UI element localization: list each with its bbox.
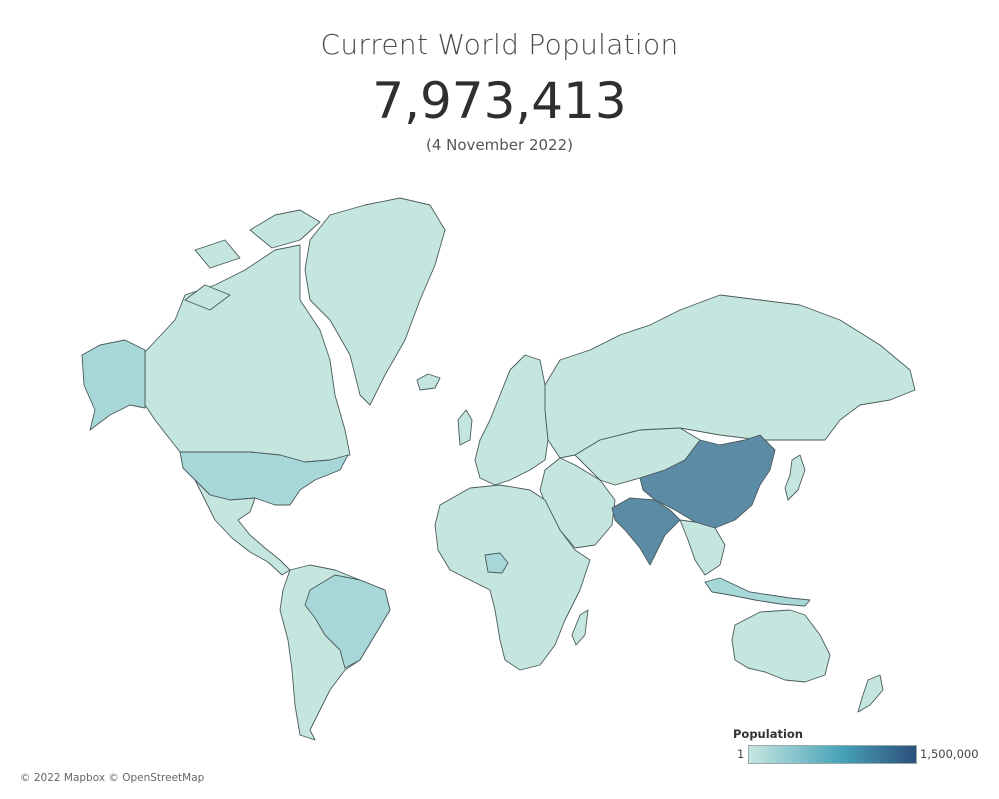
region-united-kingdom[interactable] — [457, 409, 473, 446]
world-map[interactable] — [0, 170, 999, 770]
region-indonesia[interactable] — [704, 577, 811, 607]
region-russia[interactable] — [544, 294, 916, 459]
region-australia[interactable] — [731, 609, 831, 683]
region-alaska[interactable] — [81, 339, 146, 431]
legend-min-label: 1 — [737, 747, 745, 761]
population-count: 7,973,413 — [372, 72, 627, 130]
region-iceland[interactable] — [416, 373, 441, 391]
region-japan[interactable] — [784, 454, 806, 501]
region-europe[interactable] — [474, 354, 549, 486]
region-mexico[interactable] — [194, 479, 291, 576]
region-china[interactable] — [639, 434, 776, 529]
region-brazil[interactable] — [304, 574, 391, 669]
region-greenland[interactable] — [304, 197, 446, 406]
map-title: Current World Population — [320, 28, 679, 61]
region-nigeria[interactable] — [484, 552, 509, 574]
region-india[interactable] — [611, 497, 681, 566]
region-africa[interactable] — [434, 484, 591, 671]
region-canada[interactable] — [184, 209, 321, 311]
legend-max-label: 1,500,000 — [920, 747, 979, 761]
region-madagascar[interactable] — [571, 609, 589, 646]
map-attribution: © 2022 Mapbox © OpenStreetMap — [20, 772, 205, 784]
legend-title: Population — [733, 727, 803, 741]
region-southeast-asia[interactable] — [679, 519, 726, 576]
legend-color-ramp — [748, 745, 917, 764]
region-new-zealand[interactable] — [857, 674, 884, 713]
population-date: (4 November 2022) — [426, 136, 573, 154]
